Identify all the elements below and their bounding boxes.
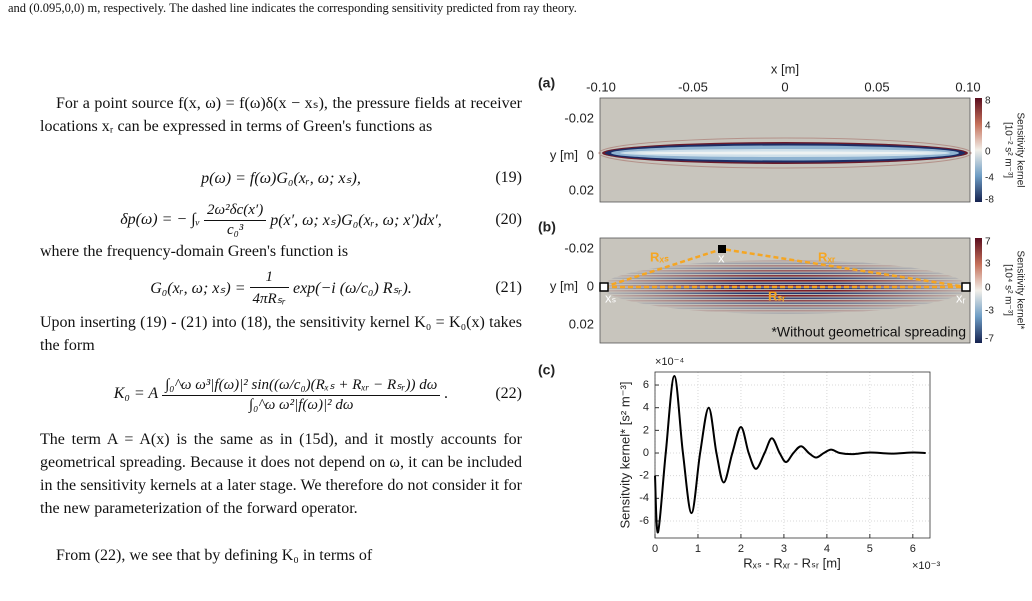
paragraph: Upon inserting (19) - (21) into (18), th… [40,314,522,354]
colorbar-label: [10⁴ s² m⁻³] [1002,264,1013,316]
x-axis-label: Rₓₛ - Rₓᵣ - Rₛᵣ [m] [743,555,840,570]
colorbar-tick-label: 0 [985,147,991,158]
annotation: xᵣ [956,290,966,305]
y-tick-label: -0.02 [564,110,594,125]
fraction: 2ω²δc(x′) c₀³ [204,202,267,239]
fraction: 1 4πRₛᵣ [249,269,289,308]
annotation: Rₓₛ [650,249,669,264]
y-tick-label: -4 [639,492,649,504]
equation-text: p(ω) = f(ω)G₀(xᵣ, ω; xₛ), [201,170,361,187]
colorbar-label: [10⁻² s² m⁻³] [1002,122,1013,178]
colorbar-label: Sensitivity kernel [1014,112,1025,187]
paragraph: where the frequency-domain Green's funct… [40,243,349,260]
equation: K₀ = A ∫₀^ω ω³|f(ω)|² sin((ω/c₀)(Rₓₛ + R… [40,370,522,418]
plot-area: 0 1 2 3 4 5 6 -6 -4 -2 0 2 4 6 [639,371,931,555]
equation-number: (22) [495,385,522,402]
y-tick-label: -0.02 [564,240,594,255]
y-tick-label: 0 [587,278,594,293]
denominator: ∫₀^ω ω²|f(ω)|² dω [249,396,354,413]
x-tick-label: -0.05 [678,79,708,94]
equation-text: . [444,385,449,402]
x-tick-label: 0.10 [955,79,980,94]
paragraph: From (22), we see that by defining K₀ in… [56,547,373,564]
plot-frame [654,371,931,539]
y-tick-label: 0.02 [569,316,594,331]
numerator: 2ω²δc(x′) [204,202,267,221]
y-tick-label: 6 [643,379,649,391]
x-tick-label: 0.05 [864,79,889,94]
y-tick-label: -2 [639,470,649,482]
fraction: ∫₀^ω ω³|f(ω)|² sin((ω/c₀)(Rₓₛ + Rₓᵣ − Rₛ… [162,375,441,414]
numerator: ∫₀^ω ω³|f(ω)|² sin((ω/c₀)(Rₓₛ + Rₓᵣ − Rₛ… [162,375,441,396]
x-tick-label: 6 [910,543,916,555]
annotation: *Without geometrical spreading [771,324,966,340]
colorbar-tick-label: 4 [985,121,991,132]
numerator: 1 [249,269,289,288]
panel-label: (b) [538,219,556,235]
denominator: c₀³ [226,221,244,238]
y-multiplier: ×10⁻⁴ [655,356,684,368]
y-tick-label: 0 [587,147,594,162]
colorbar-tick-label: -3 [985,306,994,317]
paragraph: For a point source f(x, ω) = f(ω)δ(x − x… [40,95,522,135]
y-tick-label: -6 [639,515,649,527]
annotation: Rₛᵣ [768,288,786,303]
ripple [598,137,972,169]
y-axis-label: y [m] [550,147,578,162]
equation-number: (20) [495,211,522,228]
colorbar-tick-label: 3 [985,259,991,270]
x-tick-label: 1 [695,543,701,555]
x-tick-label: 2 [738,543,744,555]
equation-text: δp(ω) = − ∫ᵥ [120,211,201,228]
equation: δp(ω) = − ∫ᵥ 2ω²δc(x′) c₀³ p(x′, ω; xₛ)G₀… [40,198,522,242]
data-line [654,374,926,534]
equation: p(ω) = f(ω)G₀(xᵣ, ω; xₛ), (19) [40,166,522,190]
x-multiplier: ×10⁻³ [912,560,940,572]
x-tick-label: 0 [781,79,788,94]
colorbar-label: Sensitivity kernel* [1014,251,1025,330]
equation-text: G₀(xᵣ, ω; xₛ) = [150,280,246,297]
equation-number: (21) [495,279,522,296]
y-tick-label: 0.02 [569,182,594,197]
x-tick-label: 4 [824,543,830,555]
colorbar [975,238,982,343]
y-tick-label: 2 [643,424,649,436]
colorbar-tick-label: 0 [985,283,991,294]
equation-number: (19) [495,169,522,186]
x-tick-label: 0 [652,543,658,555]
colorbar-tick-label: -4 [985,173,994,184]
equation-text: p(x′, ω; xₛ)G₀(xᵣ, ω; x′)dx′, [270,212,442,229]
equation: G₀(xᵣ, ω; xₛ) = 1 4πRₛᵣ exp(−i (ω/c₀) Rₛᵣ… [40,266,522,310]
colorbar-tick-label: -7 [985,334,994,345]
denominator: 4πRₛᵣ [252,290,286,307]
annotation: Rₓᵣ [818,249,836,264]
colorbar-tick-label: 7 [985,237,991,248]
panel-label: (a) [538,75,555,91]
annotation: xₛ [605,290,617,305]
panel-label: (c) [538,362,555,378]
paragraph: The term A = A(x) is the same as in (15d… [40,431,522,517]
equation-text: K₀ = A [113,385,159,402]
y-tick-label: 0 [643,447,649,459]
caption: and (0.095,0,0) m, respectively. The das… [8,1,577,15]
y-axis-label: y [m] [550,278,578,293]
receiver-marker [961,282,971,292]
lens [635,151,935,155]
equation-text: exp(−i (ω/c₀) Rₛᵣ). [292,280,412,297]
x-tick-label: 5 [867,543,873,555]
x-tick-label: 3 [781,543,787,555]
x-tick-label: -0.10 [586,79,616,94]
y-tick-label: 4 [643,402,649,414]
x-axis-label: x [m] [771,61,799,76]
colorbar-tick-label: 8 [985,96,991,107]
colorbar [975,98,982,202]
source-marker [599,282,609,292]
annotation: x [718,250,725,265]
scatter-marker [718,245,726,253]
colorbar-tick-label: -8 [985,195,994,206]
y-axis-label: Sensitvity kernel* [s² m⁻³] [617,381,632,528]
